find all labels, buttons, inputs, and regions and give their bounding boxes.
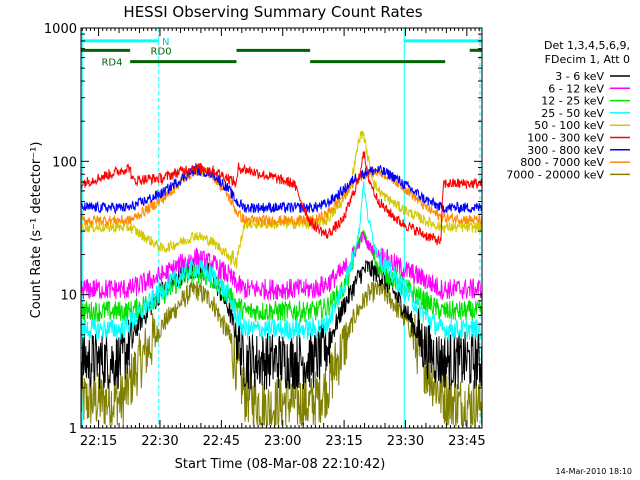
- legend-label: 25 - 50 keV: [541, 107, 604, 120]
- legend-label: 6 - 12 keV: [548, 82, 604, 95]
- legend-label: 50 - 100 keV: [534, 119, 604, 132]
- x-tick-label: 22:45: [203, 434, 240, 449]
- legend-label: 3 - 6 keV: [555, 70, 604, 83]
- legend: Det 1,3,4,5,6,9,FDecim 1, Att 0 3 - 6 keV…: [506, 39, 630, 181]
- series-line-25-50-kev: [81, 180, 482, 341]
- series-group: [81, 28, 482, 428]
- series-line-7000-20000-kev: [81, 280, 482, 428]
- y-tick-label: 1: [69, 422, 77, 437]
- plot-frame: [80, 27, 483, 429]
- y-axis: 1 10 100 1000: [44, 22, 482, 437]
- x-tick-label: 22:30: [141, 434, 178, 449]
- cyan-marker-label: N: [162, 37, 169, 48]
- x-tick-label: 22:15: [80, 434, 117, 449]
- x-axis-label: Start Time (08-Mar-08 22:10:42): [175, 457, 386, 472]
- legend-label: 12 - 25 keV: [541, 95, 604, 108]
- series-line-300-800-kev: [81, 164, 482, 215]
- y-axis-label: Count Rate (s⁻¹ detector⁻¹): [29, 142, 44, 319]
- series-line-6-12-kev: [81, 231, 482, 302]
- legend-header: Det 1,3,4,5,6,9,: [544, 39, 630, 52]
- state-bar-label: RD4: [101, 58, 122, 69]
- legend-label: 7000 - 20000 keV: [506, 168, 604, 181]
- legend-header: FDecim 1, Att 0: [545, 53, 630, 66]
- series-line-800-7000-kev: [81, 164, 482, 228]
- state-bars: RD0 RD4 N: [81, 37, 482, 69]
- legend-label: 800 - 7000 keV: [520, 156, 604, 169]
- x-tick-label: 23:00: [264, 434, 301, 449]
- series-line-100-300-kev: [81, 151, 482, 246]
- y-tick-label: 100: [52, 155, 77, 170]
- legend-label: 100 - 300 keV: [527, 132, 604, 145]
- y-tick-label: 1000: [44, 22, 77, 37]
- y-tick-label: 10: [60, 289, 77, 304]
- x-tick-label: 23:45: [448, 434, 485, 449]
- x-tick-label: 23:30: [387, 434, 424, 449]
- chart-title: HESSI Observing Summary Count Rates: [123, 3, 422, 21]
- state-bar-label: RD0: [151, 46, 172, 57]
- x-axis: 22:15 22:30 22:45 23:00 23:15 23:30 23:45: [80, 28, 486, 449]
- legend-label: 300 - 800 keV: [527, 144, 604, 157]
- x-tick-label: 23:15: [325, 434, 362, 449]
- plot-area: RD0 RD4 N: [81, 28, 482, 428]
- timestamp: 14-Mar-2010 18:10: [556, 467, 633, 476]
